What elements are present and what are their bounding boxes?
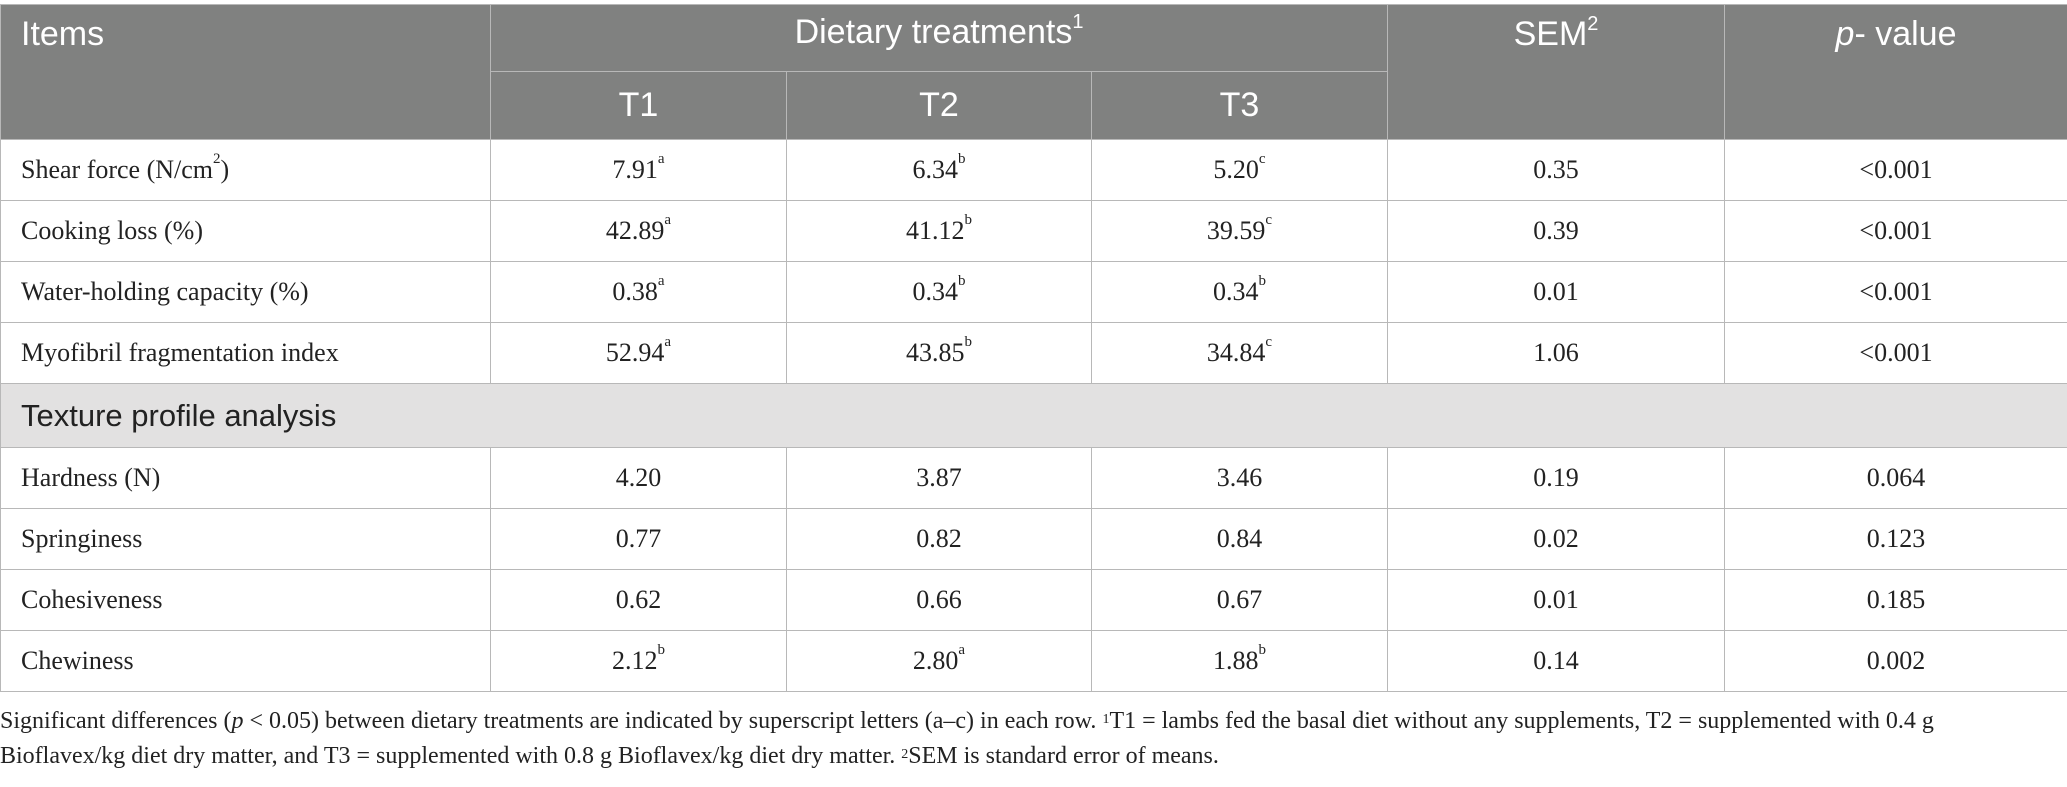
cell-t3: 3.46 [1090,447,1389,509]
row-label: Cooking loss (%) [0,200,491,262]
cell-t3: 1.88b [1090,630,1389,692]
row-label: Springiness [0,508,491,570]
cell-sem: 0.01 [1387,261,1726,323]
cell-t3: 0.84 [1090,508,1389,570]
cell-t1: 52.94a [490,322,787,384]
table-footnote: Significant differences (p < 0.05) betwe… [0,708,1934,769]
cell-t1: 0.77 [490,508,787,570]
cell-p: <0.001 [1724,261,2067,323]
cell-sem: 0.02 [1387,508,1726,570]
cell-t3: 39.59c [1090,200,1389,262]
cell-t1: 7.91a [490,139,787,201]
header-items: Items [0,4,491,140]
row-label: Hardness (N) [0,447,491,509]
table-row: Hardness (N) 4.20 3.87 3.46 0.19 0.064 [0,447,2067,509]
cell-p: 0.185 [1724,569,2067,631]
cell-t1: 2.12b [490,630,787,692]
cell-t2: 43.85b [786,322,1092,384]
header-dietary-treatments: Dietary treatments1 [489,4,1389,72]
cell-sem: 0.35 [1387,139,1726,201]
header-row-top: Items Dietary treatments1 SEM2 p- value [0,4,2067,140]
cell-t2: 2.80a [786,630,1092,692]
header-t2: T2 [786,71,1092,140]
section-header-row: Texture profile analysis [0,383,2067,448]
table-row: Cohesiveness 0.62 0.66 0.67 0.01 0.185 [0,569,2067,631]
cell-t2: 0.34b [786,261,1092,323]
header-p-value: p- value [1724,4,2067,140]
table-row: Myofibril fragmentation index 52.94a 43.… [0,322,2067,384]
results-table: Items Dietary treatments1 SEM2 p- value … [0,4,2067,692]
cell-p: 0.064 [1724,447,2067,509]
cell-t2: 0.66 [786,569,1092,631]
row-label: Water-holding capacity (%) [0,261,491,323]
cell-t2: 0.82 [786,508,1092,570]
cell-t1: 0.38a [490,261,787,323]
cell-p: 0.002 [1724,630,2067,692]
cell-sem: 0.39 [1387,200,1726,262]
row-label: Chewiness [0,630,491,692]
cell-t1: 42.89a [490,200,787,262]
table-row: Shear force (N/cm2) 7.91a 6.34b 5.20c 0.… [0,139,2067,201]
table-row: Chewiness 2.12b 2.80a 1.88b 0.14 0.002 [0,630,2067,692]
cell-t2: 3.87 [786,447,1092,509]
row-label: Cohesiveness [0,569,491,631]
cell-t3: 34.84c [1090,322,1389,384]
table-container: Items Dietary treatments1 SEM2 p- value … [0,4,2067,692]
cell-sem: 0.19 [1387,447,1726,509]
cell-t1: 0.62 [490,569,787,631]
row-label: Myofibril fragmentation index [0,322,491,384]
cell-t1: 4.20 [490,447,787,509]
cell-t2: 6.34b [786,139,1092,201]
cell-sem: 0.01 [1387,569,1726,631]
header-row-sub: T1 T2 T3 [1,71,2067,140]
cell-t3: 5.20c [1090,139,1389,201]
cell-t3: 0.67 [1090,569,1389,631]
cell-p: <0.001 [1724,139,2067,201]
header-t1: T1 [490,71,787,140]
cell-p: <0.001 [1724,200,2067,262]
header-sem: SEM2 [1387,4,1726,140]
table-row: Cooking loss (%) 42.89a 41.12b 39.59c 0.… [0,200,2067,262]
cell-sem: 0.14 [1387,630,1726,692]
table-row: Water-holding capacity (%) 0.38a 0.34b 0… [0,261,2067,323]
cell-t3: 0.34b [1090,261,1389,323]
header-t3: T3 [1090,71,1389,140]
table-row: Springiness 0.77 0.82 0.84 0.02 0.123 [0,508,2067,570]
cell-p: <0.001 [1724,322,2067,384]
cell-p: 0.123 [1724,508,2067,570]
row-label: Shear force (N/cm2) [0,139,491,201]
cell-sem: 1.06 [1387,322,1726,384]
section-title: Texture profile analysis [0,383,2067,448]
cell-t2: 41.12b [786,200,1092,262]
